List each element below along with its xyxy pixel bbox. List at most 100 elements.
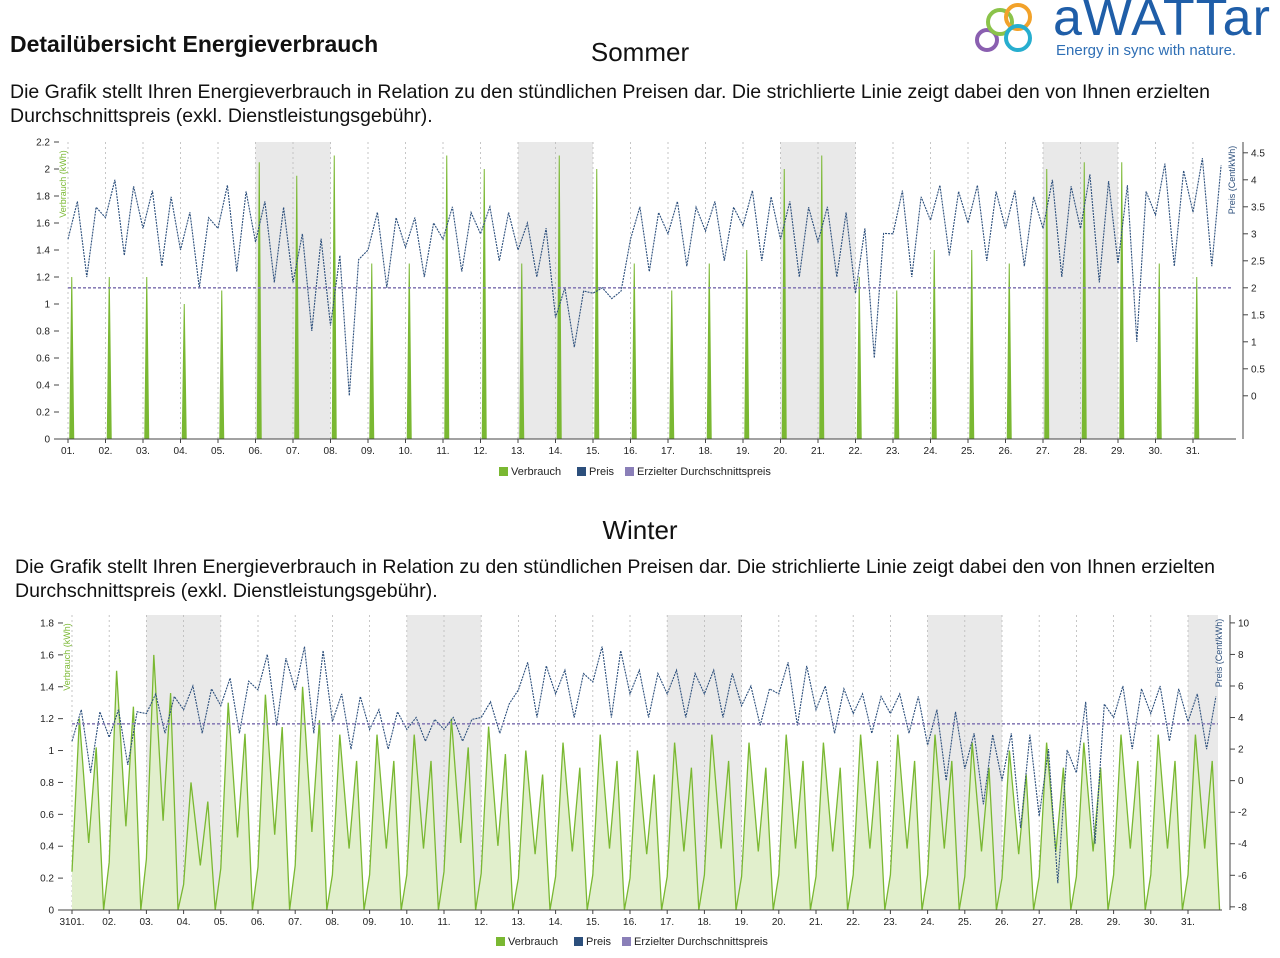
verbrauch-spike [331,155,337,440]
x-tick-label: 08. [324,446,338,457]
verbrauch-spike [969,249,975,440]
y-tick-label: 2 [44,165,50,176]
logo-wordmark: aWATTar [1053,0,1271,47]
x-tick-label: 08. [325,917,339,928]
chart-winter: 0 0.2 0.4 0.6 0.8 1 1.2 1.4 1.6 1.8 -8 -6 -4 -2 0 2 4 6 8 1… [40,615,1250,948]
x-tick-label: 24. [921,917,935,928]
verbrauch-spike [106,276,112,440]
x-tick-label: 28. [1069,917,1083,928]
y2-tick-label: -6 [1238,871,1247,882]
verbrauch-spike [219,290,225,440]
x-tick-label: 27. [1032,917,1046,928]
y-tick-label: 0.2 [40,874,54,885]
y-tick-label: 2.2 [36,138,50,149]
y-tick-label: 0.4 [36,381,50,392]
description-sommer: Die Grafik stellt Ihren Energieverbrauch… [10,81,1210,127]
y-tick-label: 1.6 [36,219,50,230]
verbrauch-spike [631,263,637,440]
y-tick-label: 1 [44,300,50,311]
y-tick-label: 0 [44,435,50,446]
x-tick-label: 13. [511,917,525,928]
x-tick-label: 02. [102,917,116,928]
verbrauch-spike [931,249,937,440]
preis-line [67,158,1222,396]
y2-axis-label: Preis (Cent/kWh) [1214,619,1224,688]
x-tick-label: 15. [586,917,600,928]
x-tick-label: 13. [511,446,525,457]
x-tick-label: 31. [1181,917,1195,928]
x-tick-label: 22. [849,446,863,457]
legend-preis-swatch [574,937,583,946]
x-tick-label: 22. [846,917,860,928]
y2-tick-label: -4 [1238,839,1247,850]
verbrauch-spike [1194,276,1200,440]
x-tick-label: 17. [661,446,675,457]
y-tick-label: 1 [48,746,54,757]
y-tick-label: 1.2 [40,714,54,725]
x-tick-label: 23. [886,446,900,457]
verbrauch-spike [181,303,187,440]
x-tick-label: 30. [1144,917,1158,928]
x-tick-label: 20. [772,917,786,928]
x-tick-label: 30. [1149,446,1163,457]
y-tick-label: 1.6 [40,650,54,661]
x-tick-label: 07. [288,917,302,928]
x-tick-label: 25. [958,917,972,928]
verbrauch-spike [594,168,600,440]
preis-line [71,646,1217,884]
y2-tick-label: 4 [1238,713,1244,724]
x-tick-label: 04. [174,446,188,457]
y-tick-label: 0.2 [36,408,50,419]
verbrauch-spike [144,276,150,440]
y2-tick-label: 4 [1251,175,1257,186]
weekend-band [518,142,593,439]
y-tick-label: 0 [48,906,54,917]
x-tick-label: 09. [363,917,377,928]
y2-tick-label: 2.5 [1251,256,1265,267]
x-tick-label: 03. [136,446,150,457]
x-tick-label: 11. [437,917,450,928]
y-tick-label: 1.4 [40,682,54,693]
x-tick-label: 3101. [59,917,84,928]
x-tick-label: 21. [811,446,825,457]
y-tick-label: 0.8 [36,327,50,338]
y2-tick-label: -2 [1238,808,1247,819]
x-tick-label: 11. [436,446,449,457]
weekend-band [1043,142,1118,439]
verbrauch-spike [444,155,450,440]
x-tick-label: 10. [400,917,414,928]
x-tick-label: 19. [735,917,749,928]
verbrauch-spike [481,168,487,440]
y2-tick-label: 6 [1238,681,1244,692]
y2-tick-label: 3 [1251,229,1257,240]
weekend-band [780,142,856,439]
x-tick-label: 21. [809,917,823,928]
y-axis-label: Verbrauch (kWh) [58,150,68,218]
x-tick-label: 27. [1036,446,1050,457]
x-tick-label: 12. [474,446,488,457]
page-title: Detailübersicht Energieverbrauch [10,31,379,57]
legend-verbrauch-swatch [496,937,505,946]
y-axis-label: Verbrauch (kWh) [62,623,72,691]
x-tick-label: 19. [736,446,750,457]
verbrauch-spike [744,249,750,440]
legend-preis-swatch [577,467,586,476]
y-tick-label: 0.6 [40,810,54,821]
description-winter: Die Grafik stellt Ihren Energieverbrauch… [15,556,1215,602]
x-tick-label: 09. [361,446,375,457]
weekend-band [255,142,331,439]
y2-tick-label: 1 [1251,337,1257,348]
y2-axis-label: Preis (Cent/kWh) [1227,146,1237,215]
y2-tick-label: 1.5 [1251,310,1265,321]
verbrauch-spike [894,290,900,440]
y2-tick-label: 8 [1238,650,1244,661]
x-tick-label: 10. [399,446,413,457]
legend-durchschnitt: Erzielter Durchschnittspreis [634,936,768,948]
verbrauch-spike [69,276,75,440]
legend-durchschnitt-swatch [625,467,634,476]
x-tick-label: 07. [286,446,300,457]
y2-tick-label: 4.5 [1251,148,1265,159]
x-tick-label: 14. [549,917,563,928]
verbrauch-spike [1119,162,1125,440]
verbrauch-spike [369,263,375,440]
